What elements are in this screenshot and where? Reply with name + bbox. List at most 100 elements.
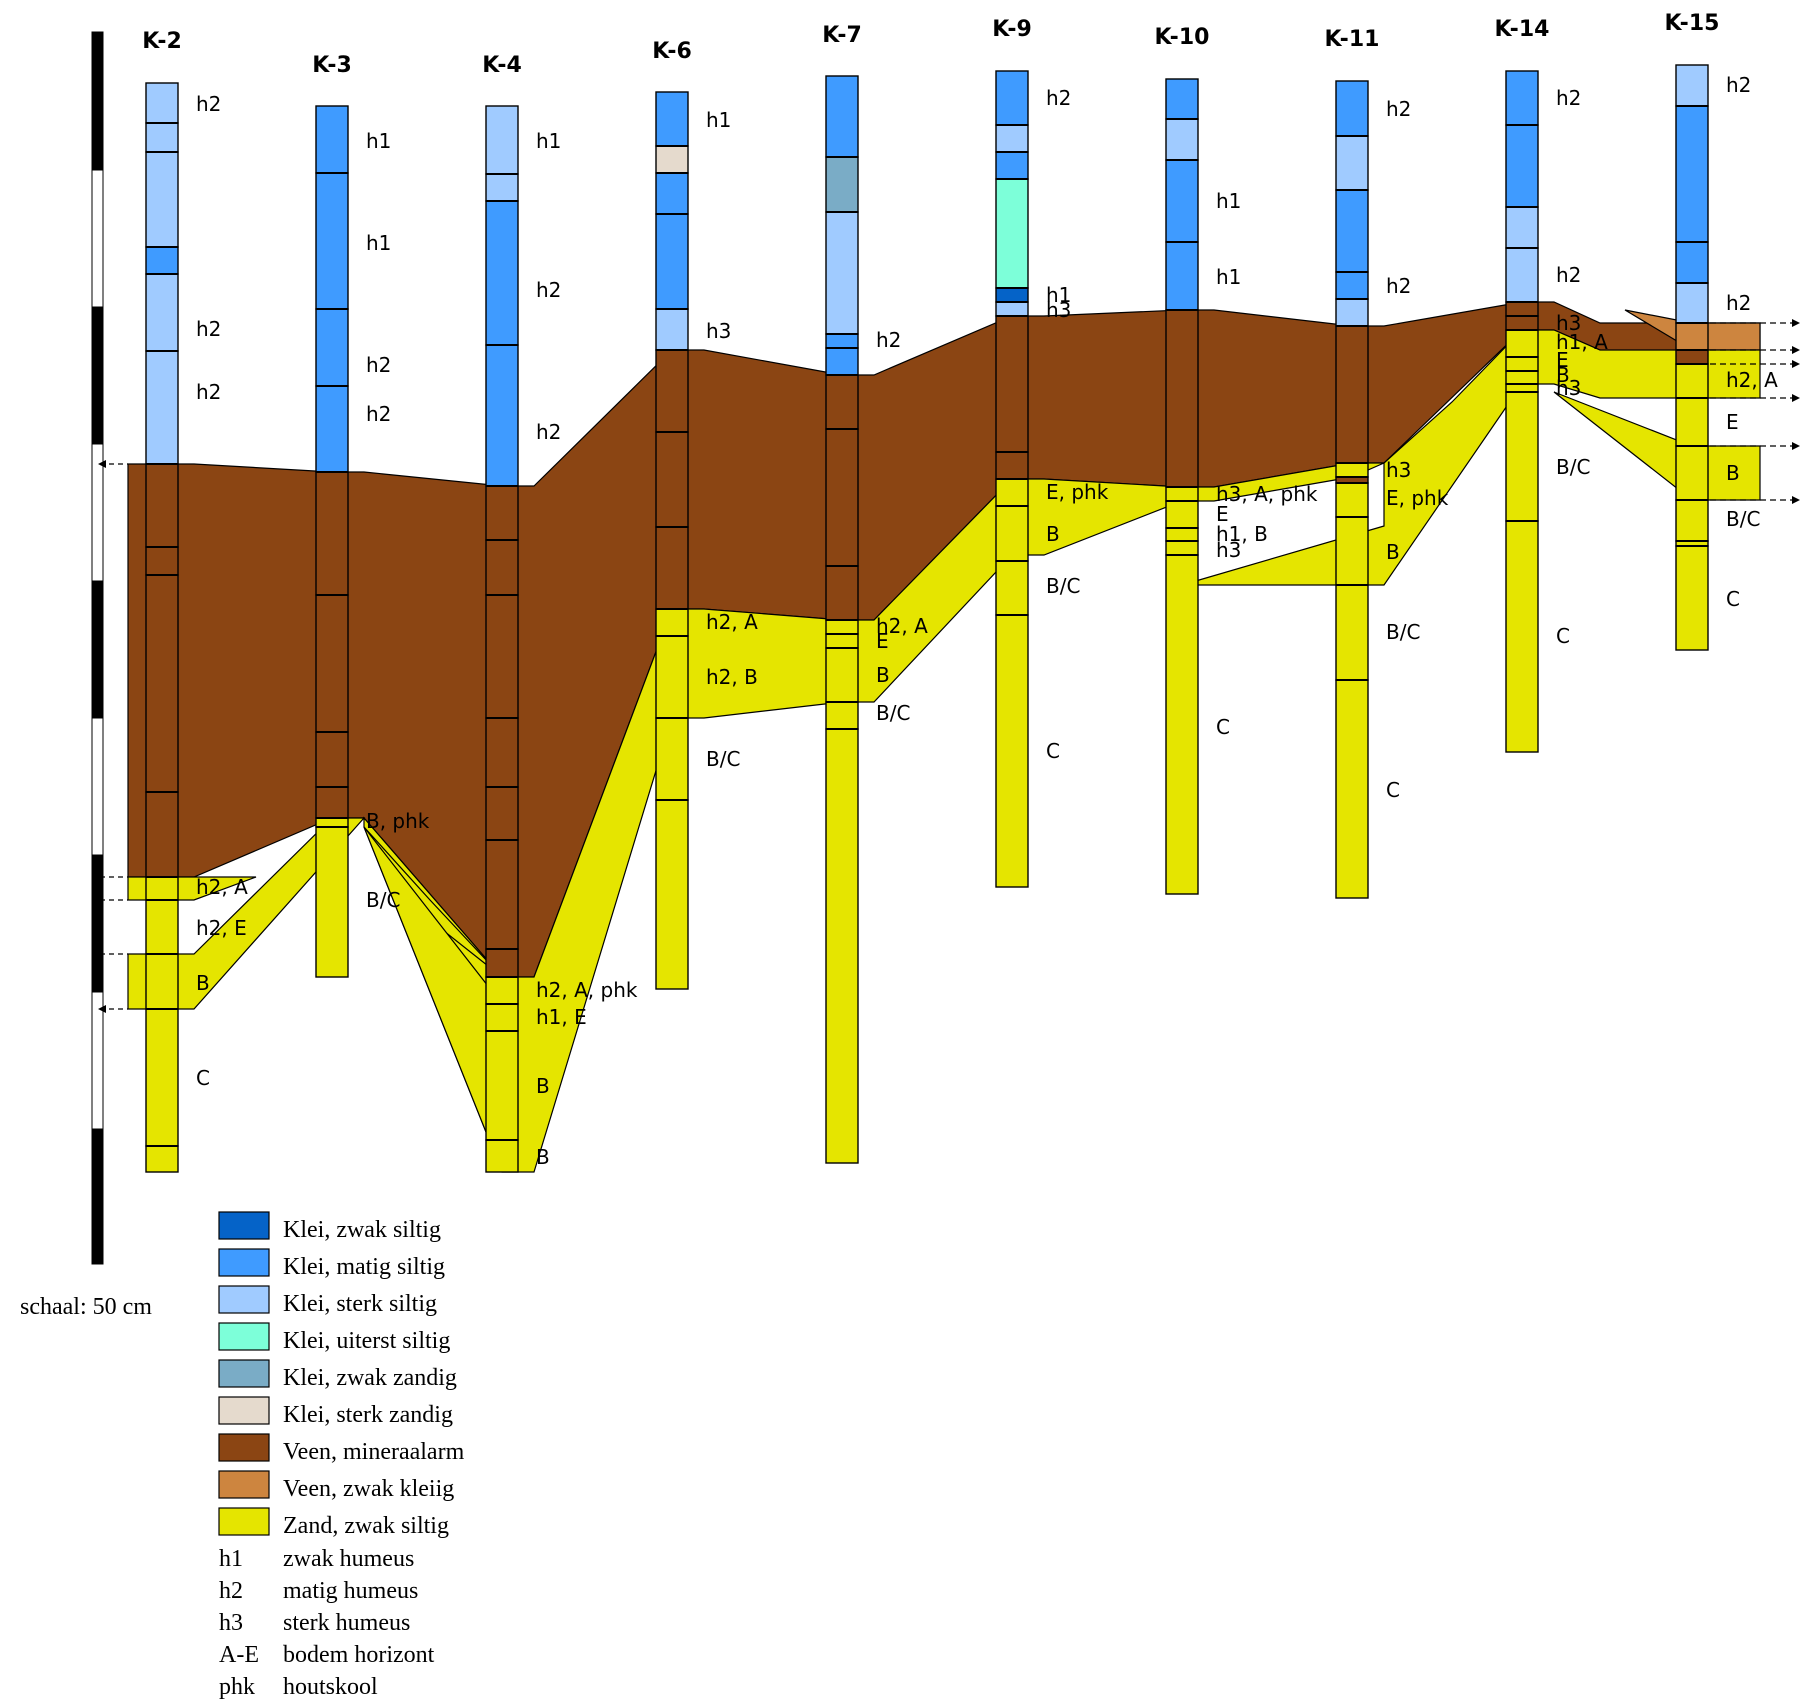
soil-layer [995,614,1029,888]
layer-label: h1 [366,231,391,255]
abbreviation-meaning: houtskool [283,1674,378,1700]
layer-label: h2 [1726,73,1751,97]
soil-layer [1335,482,1369,518]
soil-layer [485,1139,519,1173]
correlation-layer [127,301,1761,1173]
soil-layer [825,701,859,730]
soil-layer [1335,516,1369,586]
layer-label: h2, A [876,614,928,638]
legend-label: Klei, zwak zandig [283,1365,457,1391]
soil-layer [315,172,349,310]
layer-label: h2, B [706,665,758,689]
soil-layer [1675,397,1709,447]
abbreviation-meaning: zwak humeus [283,1546,414,1572]
soil-layer [1505,370,1539,385]
soil-layer [1675,545,1709,651]
soil-layer [995,287,1029,303]
soil-layer [1165,241,1199,311]
layer-label: h2 [1556,263,1581,287]
scale-bar [91,31,128,1265]
soil-layer [1675,105,1709,243]
legend-swatch [218,1322,270,1351]
abbreviation-meaning: bodem horizont [283,1642,435,1668]
borehole-k-7: K-7 h2 h2, AEB B/C [822,23,928,1164]
layer-label: h2 [1386,274,1411,298]
soil-layer [1505,124,1539,208]
soil-layer [995,301,1029,317]
scale-segment [91,991,104,1130]
borehole-title: K-15 [1665,11,1720,36]
layer-label: h2 [536,278,561,302]
abbreviation-code: h2 [219,1578,243,1604]
soil-layer [1335,679,1369,899]
soil-layer [995,505,1029,562]
layer-label: h2 [196,317,221,341]
layer-label: h1 [1046,283,1071,307]
soil-layer [1165,540,1199,556]
layer-label: h1, B [1216,522,1268,546]
correlation-band [1181,329,1761,586]
soil-layer [485,594,519,719]
soil-layer [145,246,179,275]
soil-layer [145,82,179,124]
soil-layer [1675,363,1709,399]
borehole-k-15: K-15 h2 h2 h2, A E B B/C C [1665,11,1778,651]
soil-layer [315,105,349,174]
layer-label: B [1556,363,1570,387]
soil-layer [655,526,689,610]
soil-layer [1675,282,1709,324]
layer-label: h3 [1046,298,1071,322]
layer-label: E, phk [1386,486,1449,510]
layer-label: E, phk [1046,480,1109,504]
soil-layer [1165,486,1199,502]
soil-layer [1335,462,1369,478]
soil-layer [995,451,1029,480]
soil-layer [315,594,349,733]
soil-layer [655,799,689,990]
soil-layer [995,478,1029,507]
soil-layer [485,976,519,1005]
layer-label: B [536,1074,550,1098]
soil-layer [825,647,859,703]
soil-layer [1335,271,1369,300]
abbreviation-code: h1 [219,1546,243,1572]
soil-layer [1505,206,1539,249]
borehole-title: K-2 [142,29,182,54]
layer-label: B [196,971,210,995]
scale-segment [91,169,104,308]
soil-layer [1505,70,1539,126]
layer-label: h2 [1386,97,1411,121]
soil-layer [145,876,179,901]
soil-layer [655,213,689,310]
soil-layer [145,899,179,955]
soil-layer [995,315,1029,453]
soil-layer [655,308,689,351]
soil-layer [485,1003,519,1032]
layer-label: h2 [196,92,221,116]
scale-segment [91,854,104,993]
soil-layer [655,635,689,719]
soil-layer [1505,383,1539,393]
layer-label: B/C [366,888,400,912]
layer-label: C [1726,587,1740,611]
layer-label: h1, E [536,1005,587,1029]
arrow-head-icon [1792,346,1800,354]
legend-label: Zand, zwak siltig [283,1513,449,1539]
soil-layer [1335,325,1369,464]
soil-layer [145,273,179,352]
soil-layer [655,91,689,147]
layer-label: h1 [366,129,391,153]
arrow-head-icon [1792,394,1800,402]
soil-layer [825,633,859,649]
borehole-title: K-11 [1325,27,1380,52]
soil-layer [1675,64,1709,107]
soil-layer [655,717,689,801]
layer-label: E [1216,502,1229,526]
arrow-head-icon [1792,360,1800,368]
soil-layer [825,374,859,430]
borehole-title: K-10 [1155,25,1210,50]
soil-layer [485,344,519,487]
soil-layer [1675,349,1709,365]
